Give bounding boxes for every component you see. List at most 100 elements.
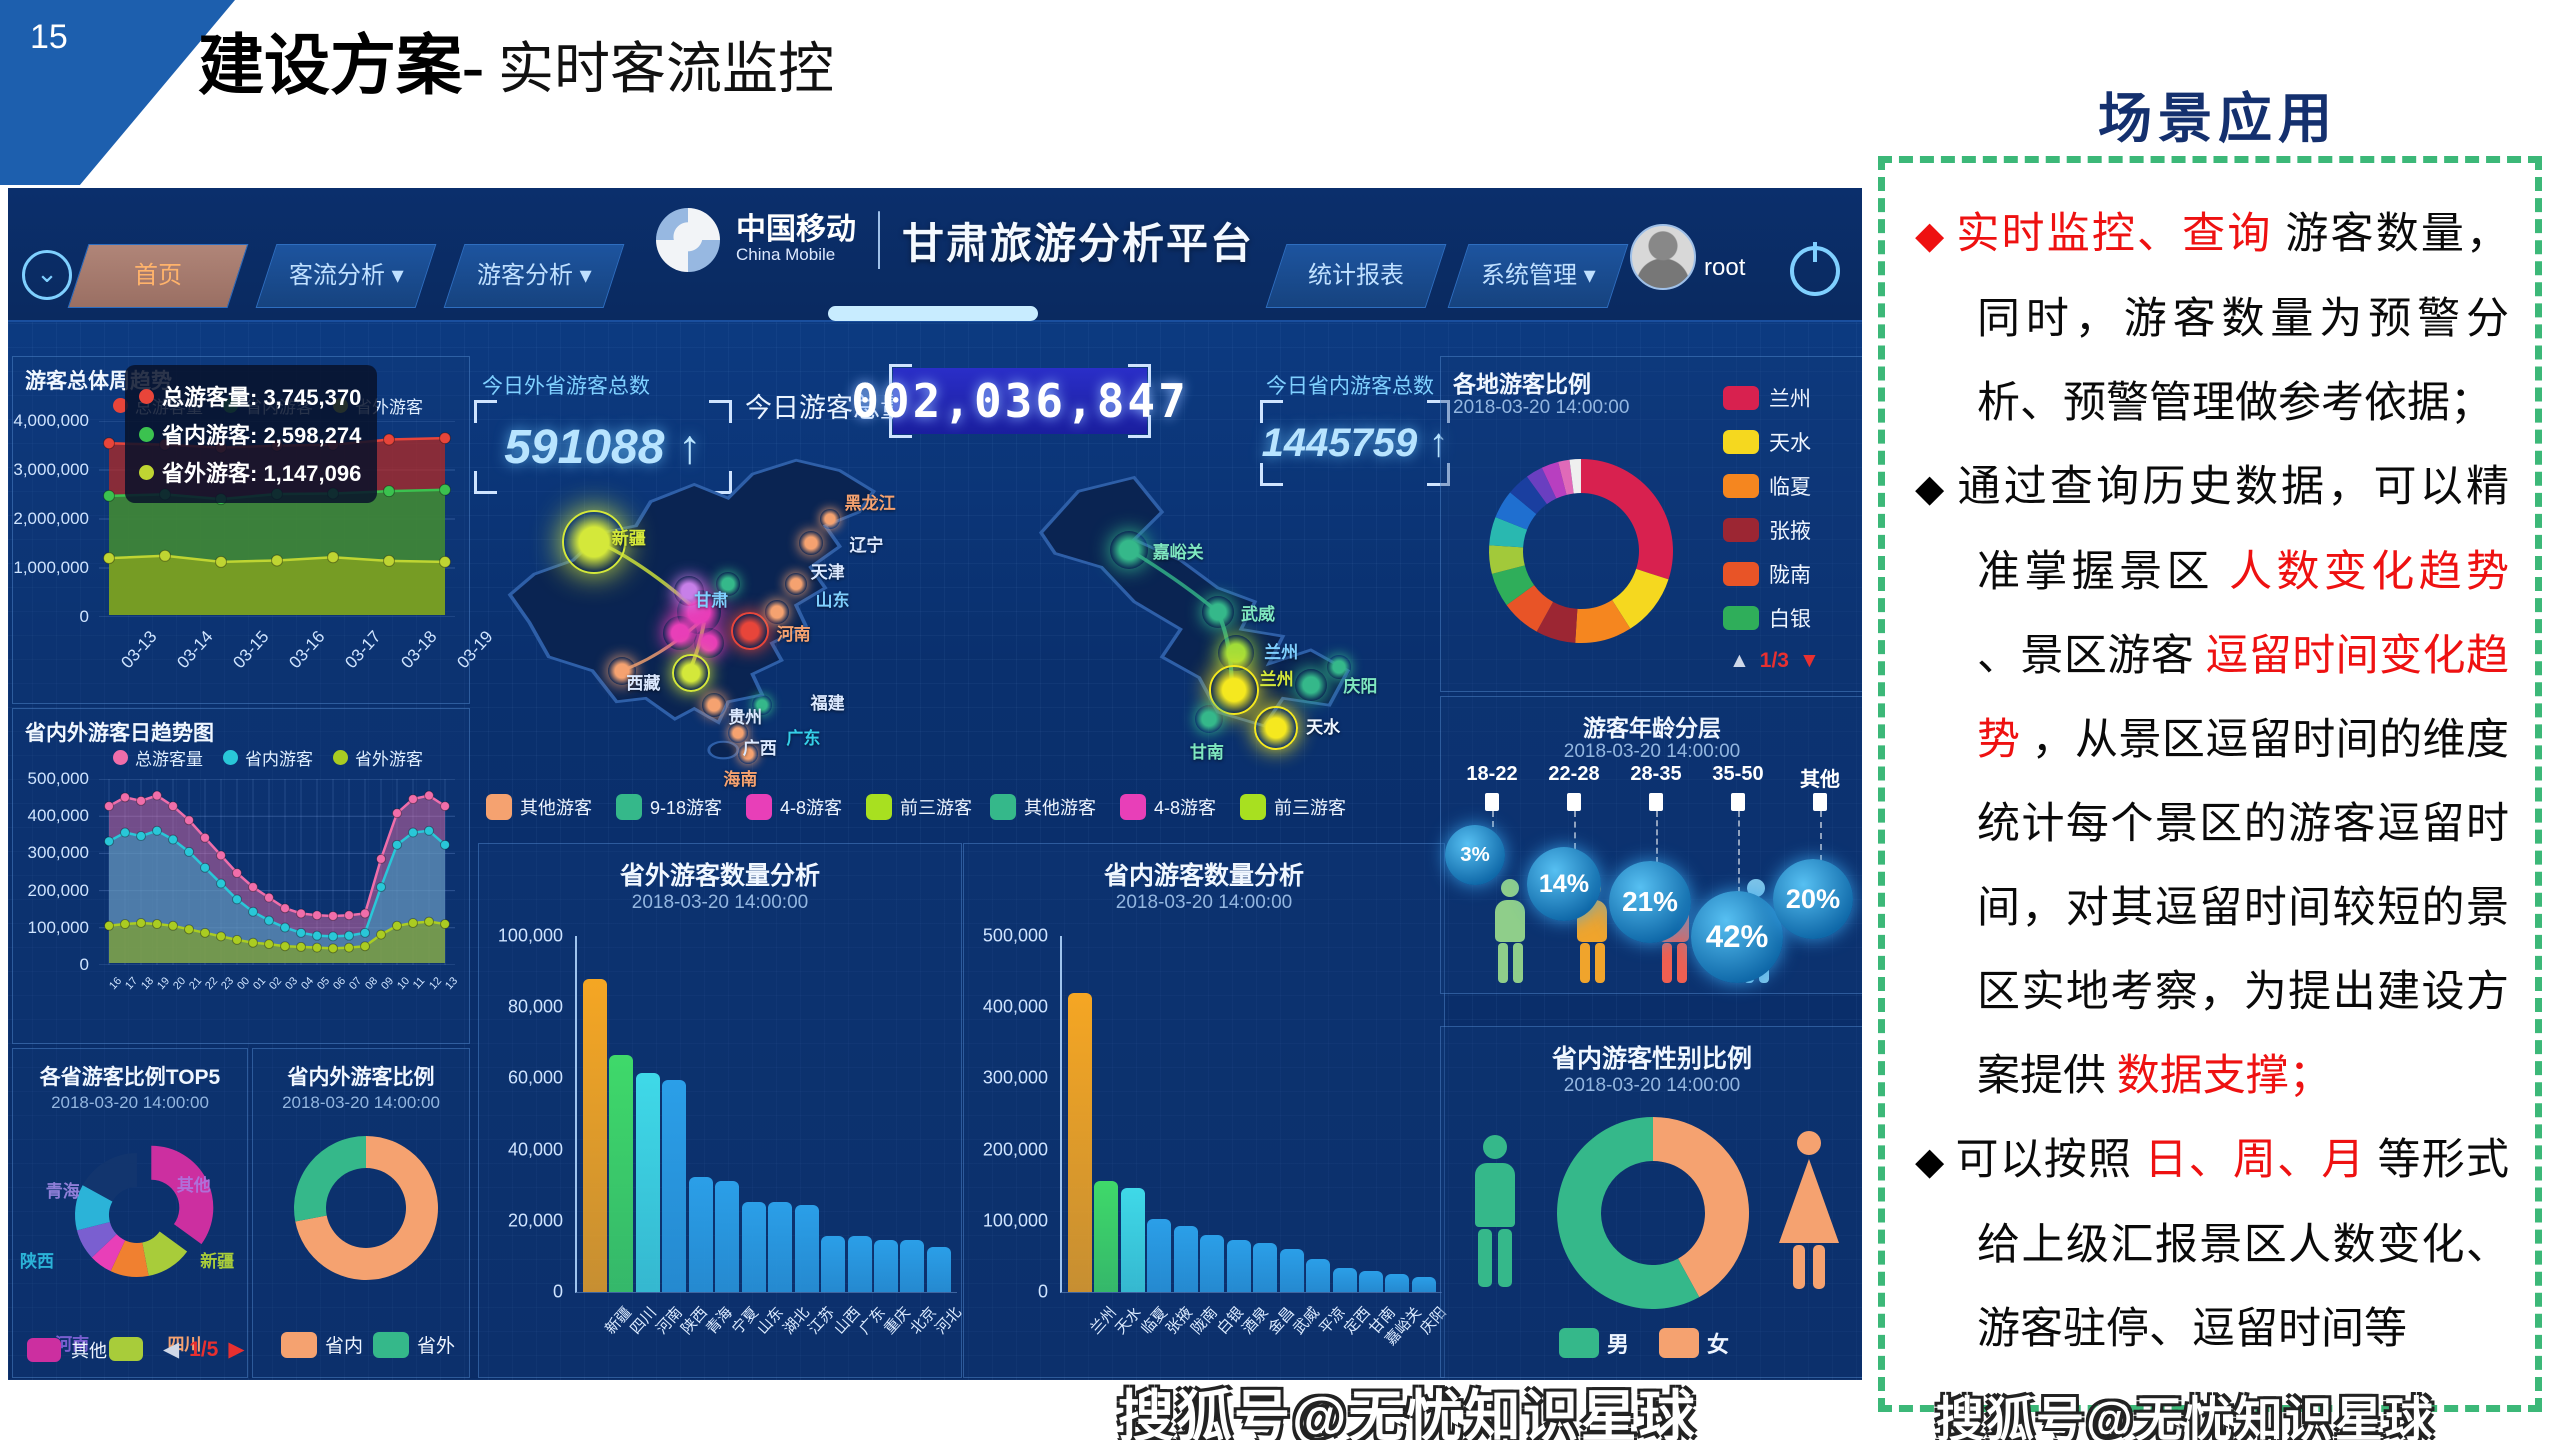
dashboard-header: ⌄ 首页 客流分析 ▾ 游客分析 ▾ 中国移动 China Mobile 甘肃旅游分…	[8, 188, 1862, 322]
nav-tab[interactable]: 系统管理 ▾	[1447, 244, 1629, 308]
panel-subtitle: 2018-03-20 14:00:00	[631, 892, 809, 913]
bar	[609, 1055, 634, 1292]
map-glow-dot	[1294, 668, 1327, 701]
power-icon[interactable]	[1790, 242, 1840, 296]
scenario-title: 场景应用	[2098, 89, 2338, 149]
map-label: 嘉峪关	[1152, 542, 1204, 562]
page-up-icon[interactable]: ▲	[1729, 649, 1750, 672]
panel-top5-provinces: 各省游客比例TOP5 2018-03-20 14:00:00 青海 其他 陕西 新疆河…	[12, 1048, 248, 1378]
map-glow-dot	[752, 695, 773, 716]
legend-item[interactable]: 省外游客	[333, 745, 423, 770]
legend-item[interactable]: 天水	[1723, 427, 1811, 457]
map-glow-dot	[764, 600, 789, 625]
bar	[1094, 1181, 1119, 1292]
donut-slice	[1536, 601, 1578, 643]
map-glow-dot	[820, 508, 841, 529]
map-label: 西藏	[626, 673, 661, 693]
donut-slice	[295, 1136, 439, 1280]
chevron-down-icon[interactable]: ⌄	[22, 250, 72, 300]
pagination: ▲ 1/3 ▼	[1729, 649, 1820, 672]
donut-slice	[1495, 492, 1537, 530]
diamond-icon: ◆	[1915, 1141, 1946, 1183]
diamond-icon: ◆	[1915, 468, 1948, 510]
map-label: 贵州	[728, 708, 763, 728]
nav-tab[interactable]: 首页	[67, 244, 249, 308]
bar	[1279, 1249, 1304, 1292]
panel-title: 省内游客数量分析	[1103, 862, 1304, 890]
legend-item[interactable]: 兰州	[1723, 383, 1811, 413]
legend-item[interactable]: 其他	[27, 1337, 107, 1363]
legend-item[interactable]: 前三游客	[866, 794, 972, 820]
donut-slice	[1569, 459, 1581, 494]
panel-subtitle: 2018-03-20 14:00:00	[1115, 892, 1293, 913]
legend-item[interactable]: 其他游客	[486, 794, 592, 820]
donut-slice	[1491, 565, 1535, 606]
chart-tooltip: 总游客量: 3,745,370 省内游客: 2,598,274 省外游客: 1,14…	[125, 365, 377, 503]
nav-tab[interactable]: 统计报表	[1265, 244, 1447, 308]
map-legend-left: 其他游客 9-18游客 4-8游客 前三游客	[486, 794, 972, 820]
legend-item[interactable]: 前三游客	[1240, 794, 1346, 820]
platform-title: 甘肃旅游分析平台	[902, 219, 1255, 267]
age-group: 22-28 14%	[1527, 763, 1615, 985]
donut-slice	[1653, 1117, 1750, 1298]
pagination: ◀ 1/5 ▶	[163, 1337, 245, 1362]
prev-icon[interactable]: ◀	[163, 1338, 180, 1361]
bar	[873, 1240, 898, 1292]
map-label: 兰州	[1259, 670, 1294, 690]
panel-inout-ratio: 省内外游客比例 2018-03-20 14:00:00 省内 省外	[252, 1048, 470, 1378]
counter-out-box: 591088 ↑	[474, 400, 732, 494]
map-glow-dot	[693, 628, 724, 659]
map-label: 天津	[810, 563, 845, 583]
male-icon	[1475, 1135, 1515, 1287]
nav-tab[interactable]: 客流分析 ▾	[255, 244, 437, 308]
panel-title: 各省游客比例TOP5	[39, 1066, 221, 1089]
x-axis: 03-13 03-14 03-15 03-16 03-17 03-18 03-19	[117, 627, 497, 673]
map-glow-dot	[1194, 705, 1223, 733]
panel-title: 省外游客数量分析	[619, 862, 820, 890]
legend-item[interactable]	[109, 1337, 153, 1361]
panel-subtitle: 2018-03-20 14:00:00	[1453, 397, 1630, 418]
legend-item[interactable]: 女	[1659, 1327, 1729, 1359]
page-title: 建设方案- 实时客流监控	[198, 12, 834, 108]
legend-item[interactable]: 省内游客	[223, 745, 313, 770]
bar	[1068, 993, 1092, 1292]
gansu-map: 嘉峪关 武威 兰州 兰州 天水 庆阳 甘南	[976, 443, 1441, 788]
donut-slice	[1575, 599, 1631, 644]
donut-slice	[1541, 461, 1567, 499]
legend-item[interactable]: 4-8游客	[746, 794, 842, 820]
percent-bubble: 14%	[1527, 847, 1601, 921]
watermark: 搜狐号@无忧知识星球	[1118, 1385, 1697, 1440]
legend-item[interactable]: 陇南	[1723, 559, 1811, 589]
pie-label: 其他	[176, 1176, 211, 1196]
page-down-icon[interactable]: ▼	[1799, 649, 1820, 672]
legend-item[interactable]: 男	[1559, 1327, 1629, 1359]
page-title-primary: 建设方案-	[198, 30, 484, 103]
legend-item[interactable]: 省外	[373, 1331, 455, 1358]
header-underline	[828, 306, 1038, 321]
legend-item[interactable]: 白银	[1723, 603, 1811, 633]
donut-slice	[82, 1153, 137, 1202]
legend-item[interactable]: 9-18游客	[616, 794, 722, 820]
brand-sub: China Mobile	[736, 245, 836, 264]
nav-tab[interactable]: 游客分析 ▾	[443, 244, 625, 308]
brand-divider	[878, 211, 880, 269]
legend-item[interactable]: 省内	[281, 1331, 363, 1358]
map-glow-dot	[730, 612, 769, 651]
panel-subtitle: 2018-03-20 14:00:00	[51, 1093, 209, 1112]
y-axis: 500,000 400,000 300,000 200,000 100,000 0	[982, 925, 1048, 1302]
legend-item[interactable]: 总游客量	[113, 745, 203, 770]
legend-item[interactable]: 临夏	[1723, 471, 1811, 501]
up-arrow-icon: ↑	[1428, 420, 1449, 465]
avatar[interactable]	[1630, 224, 1696, 290]
scenario-bullet: ◆ 可以按照 日、周、月 等形式给上级汇报景区人数变化、游客驻停、逗留时间等	[1915, 1137, 2510, 1353]
next-icon[interactable]: ▶	[228, 1338, 245, 1361]
map-label: 海南	[723, 770, 758, 790]
panel-out-province-bars: 省外游客数量分析 2018-03-20 14:00:00 100,000 80,0…	[478, 843, 965, 1378]
legend-item[interactable]: 其他游客	[990, 794, 1096, 820]
bar	[1173, 1226, 1198, 1292]
panel-age-distribution: 游客年龄分层 2018-03-20 14:00:00 18-22 3% 22-28 1…	[1440, 696, 1862, 994]
donut-slice	[1581, 459, 1674, 580]
legend-item[interactable]: 4-8游客	[1120, 794, 1216, 820]
legend-item[interactable]: 张掖	[1723, 515, 1811, 545]
brand-text: 中国移动 China Mobile	[736, 215, 856, 265]
